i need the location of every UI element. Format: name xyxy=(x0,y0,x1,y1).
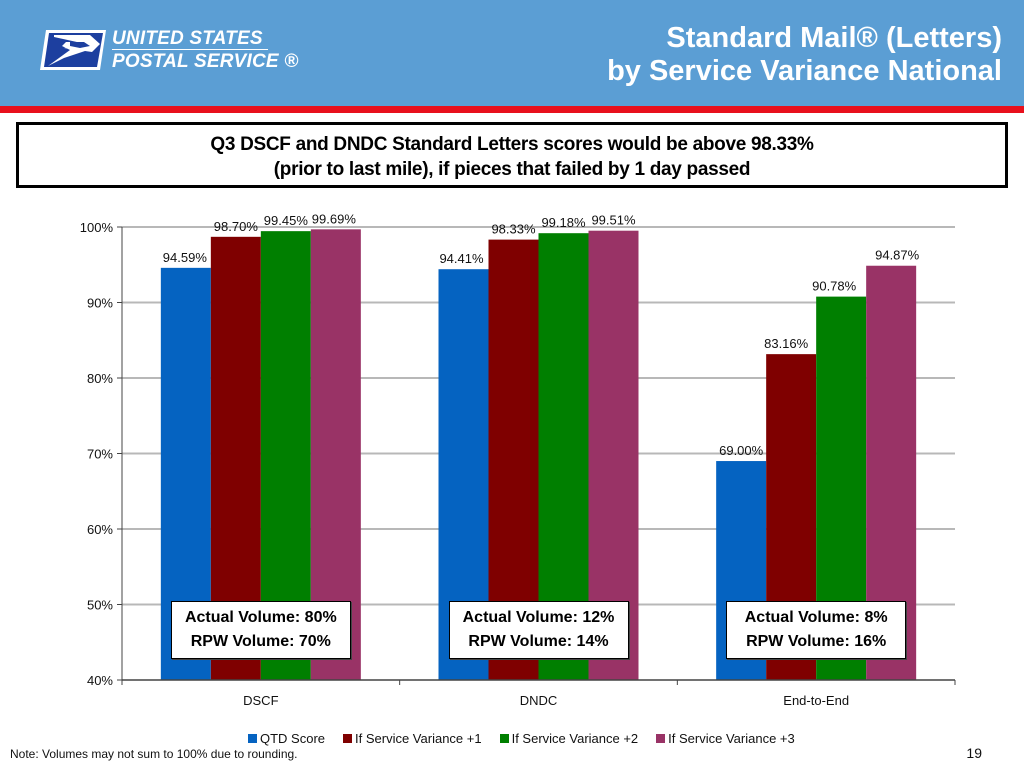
legend-item: If Service Variance +2 xyxy=(499,731,639,746)
slide-title-line2: by Service Variance National xyxy=(607,55,1002,87)
x-tick-label: DSCF xyxy=(243,693,278,708)
data-label: 98.70% xyxy=(214,219,259,234)
y-tick-label: 40% xyxy=(87,673,113,688)
data-label: 99.69% xyxy=(312,211,357,226)
bar-chart: 40% 50% 60% 70% 80% 90% 100% DSCF DNDC End-to-End… xyxy=(80,211,956,708)
legend-item: If Service Variance +1 xyxy=(343,731,482,746)
rpw-volume-label: RPW Volume: 16% xyxy=(746,633,887,650)
logo-text-line1: UNITED STATES xyxy=(112,28,263,49)
legend-swatch xyxy=(343,734,353,743)
legend-item: QTD Score xyxy=(248,731,325,746)
rpw-volume-label: RPW Volume: 14% xyxy=(468,633,609,650)
footnote: Note: Volumes may not sum to 100% due to… xyxy=(10,747,298,761)
legend-label: If Service Variance +2 xyxy=(511,731,639,746)
y-tick-label: 90% xyxy=(87,296,113,311)
callout-line2: (prior to last mile), if pieces that fai… xyxy=(273,159,751,180)
data-label: 94.59% xyxy=(163,250,208,265)
data-label: 98.33% xyxy=(491,222,536,237)
logo-text-line2: POSTAL SERVICE ® xyxy=(112,51,299,72)
data-label: 99.45% xyxy=(264,213,309,228)
header-banner: UNITED STATES POSTAL SERVICE ® Standard … xyxy=(0,0,1024,106)
legend-swatch xyxy=(248,734,257,743)
x-tick-label: DNDC xyxy=(520,693,558,708)
y-tick-label: 60% xyxy=(87,522,113,537)
y-tick-label: 100% xyxy=(80,220,114,235)
bars xyxy=(160,229,917,681)
header-red-rule xyxy=(0,106,1024,113)
logo-divider xyxy=(112,49,268,50)
data-label: 94.87% xyxy=(875,248,920,263)
chart-legend: QTD Score If Service Variance +1 If Servic… xyxy=(248,731,813,746)
slide-title: Standard Mail® (Letters) by Service Vari… xyxy=(607,22,1002,88)
page-number: 19 xyxy=(966,745,982,761)
x-tick-label: End-to-End xyxy=(783,693,849,708)
legend-item: If Service Variance +3 xyxy=(656,731,795,746)
eagle-logo-icon xyxy=(40,30,106,70)
legend-label: If Service Variance +1 xyxy=(355,731,482,746)
actual-volume-label: Actual Volume: 12% xyxy=(462,609,615,626)
callout-box: Q3 DSCF and DNDC Standard Letters scores… xyxy=(16,122,1008,188)
y-tick-label: 80% xyxy=(87,371,113,386)
volume-box: Actual Volume: 12% RPW Volume: 14% xyxy=(448,601,629,659)
data-label: 99.51% xyxy=(591,213,636,228)
y-tick-label: 70% xyxy=(87,447,113,462)
data-label: 99.18% xyxy=(541,215,586,230)
legend-swatch xyxy=(656,734,666,743)
axes: 40% 50% 60% 70% 80% 90% 100% DSCF DNDC End-to-End xyxy=(80,220,956,708)
volume-box: Actual Volume: 80% RPW Volume: 70% xyxy=(170,601,351,659)
legend-swatch xyxy=(499,734,509,743)
callout-line1: Q3 DSCF and DNDC Standard Letters scores… xyxy=(210,134,814,155)
legend-label: QTD Score xyxy=(260,731,326,746)
volume-box: Actual Volume: 8% RPW Volume: 16% xyxy=(726,601,907,659)
legend-label: If Service Variance +3 xyxy=(668,731,795,746)
data-label: 94.41% xyxy=(439,251,484,266)
data-label: 83.16% xyxy=(764,336,809,351)
data-labels: 94.59% 98.70% 99.45% 99.69% 94.41% 98.33% 99.1… xyxy=(163,211,920,458)
data-label: 69.00% xyxy=(719,443,764,458)
data-label: 90.78% xyxy=(812,279,857,294)
actual-volume-label: Actual Volume: 8% xyxy=(744,609,888,626)
slide-title-line1: Standard Mail® (Letters) xyxy=(666,22,1002,54)
rpw-volume-label: RPW Volume: 70% xyxy=(190,633,331,650)
actual-volume-label: Actual Volume: 80% xyxy=(184,609,337,626)
usps-logo: UNITED STATES POSTAL SERVICE ® xyxy=(40,28,300,73)
y-tick-label: 50% xyxy=(87,598,113,613)
